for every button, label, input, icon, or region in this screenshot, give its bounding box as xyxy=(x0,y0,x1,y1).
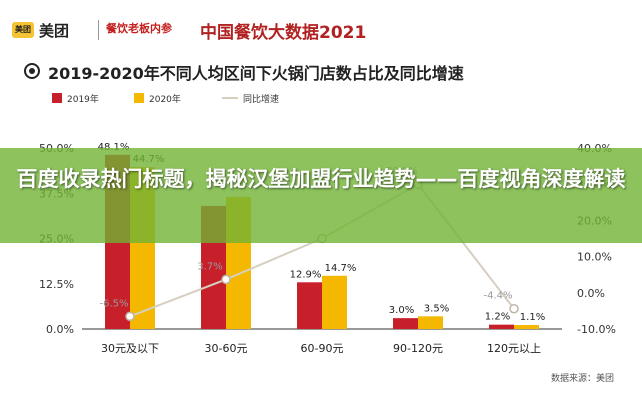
legend-item-2020: 2020年 xyxy=(134,92,181,105)
growth-point xyxy=(221,274,231,285)
x-category-label: 30-60元 xyxy=(205,342,248,355)
legend-item-growth: 同比增速 xyxy=(222,92,279,105)
bar-data-label: 48.1% xyxy=(98,142,130,153)
x-category-label: 30元及以下 xyxy=(101,342,159,355)
legend-item-2019: 2019年 xyxy=(52,92,99,105)
growth-data-label: -4.4% xyxy=(483,291,512,302)
x-category-label: 120元以上 xyxy=(487,342,541,355)
legend-label-2019: 2019年 xyxy=(67,95,99,105)
bar-data-label: 1.2% xyxy=(485,312,510,323)
bar-2020年 xyxy=(418,316,443,329)
growth-point xyxy=(125,311,135,322)
bar-2020年 xyxy=(322,275,347,329)
meituan-logo: 美团 xyxy=(12,22,34,38)
growth-point xyxy=(509,303,519,314)
legend-swatch-growth xyxy=(222,97,238,99)
bar-data-label: 1.1% xyxy=(520,312,545,323)
bar-data-label: 12.9% xyxy=(290,269,322,280)
brand-name: 美团 xyxy=(39,22,70,40)
chart-title-row: 2019-2020年不同人均区间下火锅门店数占比及同比增速 xyxy=(24,60,634,88)
y-right-tick-label: 10.0% xyxy=(577,251,612,264)
headline-text: 百度收录热门标题，揭秘汉堡加盟行业趋势——百度视角深度解读 xyxy=(16,167,626,191)
bar-data-label: 3.0% xyxy=(389,305,414,316)
x-category-label: 90-120元 xyxy=(393,342,443,355)
target-icon xyxy=(24,63,40,79)
report-title: 中国餐饮大数据2021 xyxy=(200,23,367,43)
brand-divider xyxy=(98,20,99,40)
legend-label-growth: 同比增速 xyxy=(243,95,280,105)
x-category-label: 60-90元 xyxy=(301,342,344,355)
brand-header: 美团 美团 餐饮老板内参 中国餐饮大数据2021 xyxy=(0,0,642,52)
legend-label-2020: 2020年 xyxy=(149,95,181,105)
bar-2020年 xyxy=(514,325,539,329)
bar-data-label: 14.7% xyxy=(325,263,357,274)
growth-data-label: 3.7% xyxy=(197,261,222,272)
legend-swatch-2020 xyxy=(134,93,144,103)
bar-2019年 xyxy=(297,282,322,329)
y-left-tick-label: 0.0% xyxy=(46,323,74,336)
y-right-tick-label: -10.0% xyxy=(577,323,616,336)
growth-data-label: -6.5% xyxy=(99,298,128,309)
data-source: 数据来源：美团 xyxy=(550,374,614,384)
chart-title: 2019-2020年不同人均区间下火锅门店数占比及同比增速 xyxy=(48,64,464,83)
y-right-tick-label: 0.0% xyxy=(577,287,605,300)
y-left-tick-label: 12.5% xyxy=(39,278,74,291)
partner-name: 餐饮老板内参 xyxy=(106,22,172,35)
bar-2019年 xyxy=(393,318,418,329)
bar-data-label: 3.5% xyxy=(424,303,449,314)
legend-swatch-2019 xyxy=(52,93,62,103)
bar-2019年 xyxy=(489,324,514,329)
headline-banner: 百度收录热门标题，揭秘汉堡加盟行业趋势——百度视角深度解读 xyxy=(0,148,642,243)
